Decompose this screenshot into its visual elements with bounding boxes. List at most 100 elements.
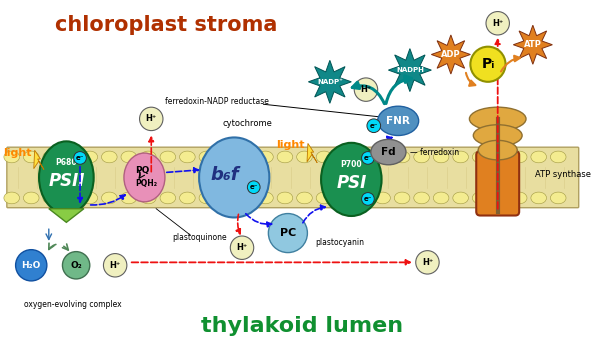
Text: ADP: ADP — [441, 50, 461, 59]
Ellipse shape — [62, 151, 78, 163]
Circle shape — [268, 213, 307, 253]
Ellipse shape — [140, 192, 156, 204]
Text: plastocyanin: plastocyanin — [315, 238, 364, 247]
Ellipse shape — [394, 192, 410, 204]
Circle shape — [140, 107, 163, 131]
Ellipse shape — [199, 137, 269, 218]
Text: Fd: Fd — [381, 147, 396, 157]
Circle shape — [247, 181, 260, 194]
Ellipse shape — [394, 151, 410, 163]
Ellipse shape — [101, 192, 117, 204]
Ellipse shape — [23, 192, 39, 204]
Text: cytochrome: cytochrome — [223, 119, 273, 128]
Text: PQ: PQ — [135, 166, 149, 175]
Text: — ferredoxin: — ferredoxin — [410, 148, 459, 157]
Text: NADP⁺: NADP⁺ — [317, 79, 343, 85]
Text: P700: P700 — [341, 160, 362, 169]
Text: H⁺: H⁺ — [361, 85, 371, 94]
Ellipse shape — [316, 192, 332, 204]
Circle shape — [230, 236, 254, 260]
Ellipse shape — [473, 125, 522, 146]
Ellipse shape — [23, 151, 39, 163]
Ellipse shape — [336, 192, 352, 204]
Circle shape — [103, 253, 127, 277]
Text: PSI: PSI — [336, 174, 367, 192]
Ellipse shape — [355, 151, 371, 163]
Ellipse shape — [453, 151, 469, 163]
Ellipse shape — [218, 192, 234, 204]
Text: PSII: PSII — [48, 172, 85, 190]
Ellipse shape — [238, 192, 254, 204]
Ellipse shape — [43, 151, 59, 163]
Ellipse shape — [179, 151, 195, 163]
Text: O₂: O₂ — [70, 261, 82, 270]
Ellipse shape — [492, 151, 508, 163]
FancyBboxPatch shape — [7, 147, 579, 208]
Text: ATP: ATP — [524, 40, 542, 49]
Text: Pᵢ: Pᵢ — [481, 57, 494, 71]
Ellipse shape — [433, 151, 449, 163]
Text: H⁺: H⁺ — [422, 258, 433, 267]
Ellipse shape — [321, 143, 382, 216]
Ellipse shape — [257, 151, 273, 163]
Circle shape — [74, 152, 86, 164]
Ellipse shape — [277, 192, 293, 204]
Polygon shape — [307, 143, 317, 163]
Ellipse shape — [472, 192, 488, 204]
Circle shape — [16, 250, 47, 281]
Text: H⁺: H⁺ — [492, 19, 503, 28]
Ellipse shape — [179, 192, 195, 204]
Ellipse shape — [121, 151, 137, 163]
Ellipse shape — [316, 151, 332, 163]
Ellipse shape — [511, 151, 527, 163]
Text: light: light — [277, 140, 305, 150]
Ellipse shape — [199, 192, 215, 204]
Polygon shape — [514, 25, 553, 64]
Text: chloroplast stroma: chloroplast stroma — [55, 15, 277, 35]
Ellipse shape — [472, 151, 488, 163]
Ellipse shape — [39, 141, 94, 213]
Ellipse shape — [4, 192, 20, 204]
Polygon shape — [388, 49, 431, 92]
Text: NADPH: NADPH — [396, 67, 424, 73]
Ellipse shape — [124, 153, 165, 202]
Text: e⁻: e⁻ — [76, 155, 84, 161]
Ellipse shape — [414, 192, 430, 204]
Text: plastoquinone: plastoquinone — [173, 234, 227, 242]
Polygon shape — [431, 35, 470, 74]
Text: H⁺: H⁺ — [146, 114, 157, 123]
Ellipse shape — [43, 192, 59, 204]
Text: b₆f: b₆f — [210, 167, 239, 184]
Text: FNR: FNR — [386, 116, 410, 126]
Circle shape — [362, 152, 374, 164]
Ellipse shape — [199, 151, 215, 163]
Ellipse shape — [375, 151, 391, 163]
Circle shape — [362, 193, 374, 205]
Text: oxygen-evolving complex: oxygen-evolving complex — [25, 300, 122, 309]
Circle shape — [354, 78, 377, 101]
Ellipse shape — [218, 151, 234, 163]
Ellipse shape — [375, 192, 391, 204]
Polygon shape — [34, 150, 44, 170]
Ellipse shape — [296, 192, 312, 204]
Ellipse shape — [82, 151, 98, 163]
Text: ATP synthase: ATP synthase — [535, 170, 591, 179]
Ellipse shape — [377, 106, 419, 135]
Circle shape — [470, 47, 506, 82]
Ellipse shape — [550, 192, 566, 204]
Ellipse shape — [121, 192, 137, 204]
Ellipse shape — [62, 192, 78, 204]
Circle shape — [62, 252, 90, 279]
Ellipse shape — [478, 140, 517, 160]
Text: light: light — [4, 148, 32, 158]
Ellipse shape — [277, 151, 293, 163]
Ellipse shape — [160, 192, 176, 204]
Text: H⁺: H⁺ — [110, 261, 121, 270]
Text: e⁻: e⁻ — [370, 123, 378, 129]
Ellipse shape — [160, 151, 176, 163]
Ellipse shape — [296, 151, 312, 163]
Ellipse shape — [101, 151, 117, 163]
Ellipse shape — [355, 192, 371, 204]
Ellipse shape — [414, 151, 430, 163]
Circle shape — [416, 251, 439, 274]
